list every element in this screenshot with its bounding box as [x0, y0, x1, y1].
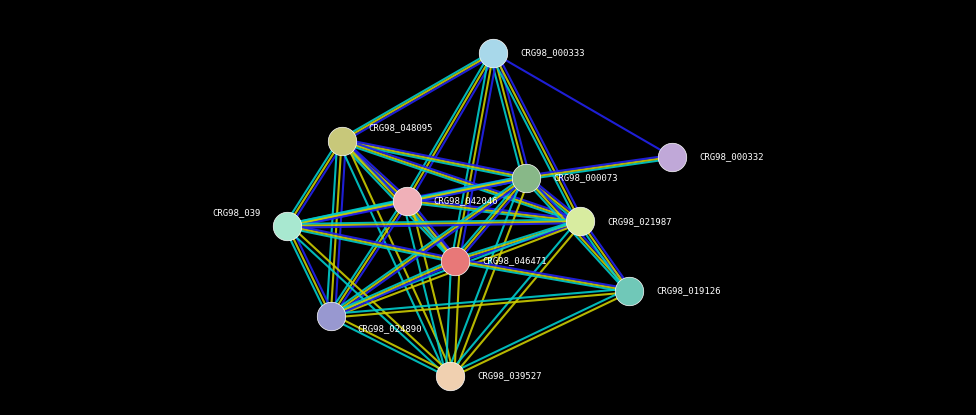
Text: CRG98_021987: CRG98_021987 [607, 217, 671, 226]
Text: CRG98_039527: CRG98_039527 [477, 371, 542, 380]
Point [334, 137, 349, 144]
Point [442, 373, 458, 379]
Point [518, 174, 534, 181]
Text: CRG98_046471: CRG98_046471 [482, 256, 548, 265]
Text: CRG98_000332: CRG98_000332 [700, 152, 764, 161]
Text: CRG98_024890: CRG98_024890 [358, 324, 423, 333]
Text: CRG98_048095: CRG98_048095 [369, 123, 433, 132]
Point [621, 287, 636, 294]
Point [572, 218, 588, 225]
Text: CRG98_000073: CRG98_000073 [553, 173, 618, 182]
Point [279, 222, 295, 229]
Point [323, 312, 339, 319]
Text: CRG98_042046: CRG98_042046 [433, 196, 499, 205]
Point [448, 257, 464, 264]
Point [665, 154, 680, 160]
Text: CRG98_019126: CRG98_019126 [656, 286, 720, 295]
Point [399, 197, 415, 204]
Text: CRG98_039: CRG98_039 [212, 208, 261, 217]
Point [486, 50, 502, 56]
Text: CRG98_000333: CRG98_000333 [520, 49, 585, 58]
